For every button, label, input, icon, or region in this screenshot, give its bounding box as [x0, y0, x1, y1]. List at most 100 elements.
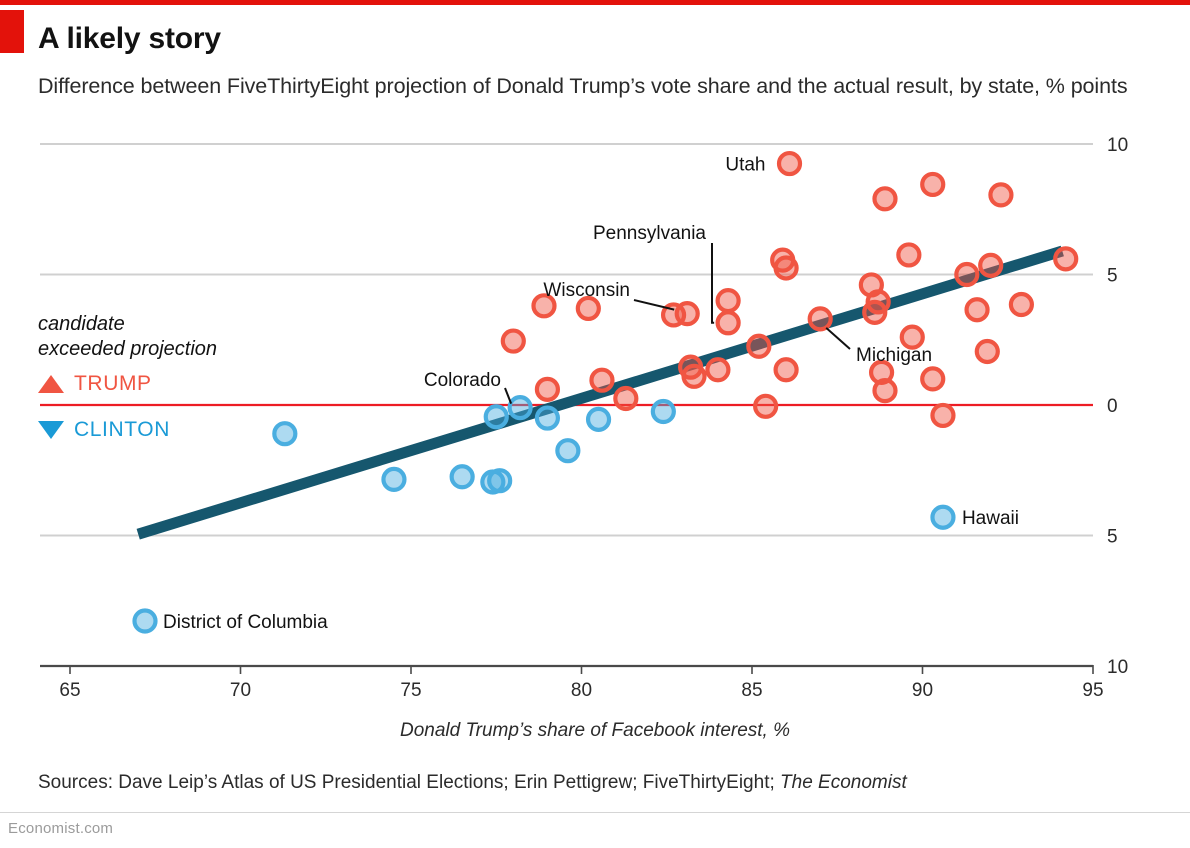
data-point-fill	[654, 402, 673, 421]
data-point	[920, 171, 946, 198]
bottom-divider	[0, 812, 1190, 813]
x-tick-label: 85	[741, 680, 762, 700]
data-point	[555, 438, 581, 464]
y-tick-label: 5	[1107, 266, 1118, 287]
data-point	[674, 301, 700, 327]
x-tick-label: 90	[912, 680, 933, 700]
economist-red-tab	[0, 10, 24, 53]
data-point-fill	[875, 189, 895, 209]
data-point-fill	[1056, 249, 1076, 269]
data-point	[660, 302, 687, 328]
data-point	[1053, 246, 1079, 272]
data-point	[507, 395, 533, 421]
data-point-fill	[510, 398, 530, 417]
x-tick-label: 70	[230, 680, 251, 700]
data-point	[487, 468, 513, 494]
point-label: District of Columbia	[163, 612, 328, 633]
data-point	[920, 366, 946, 392]
data-point-fill	[933, 406, 953, 425]
data-point-fill	[933, 507, 953, 527]
data-point-fill	[776, 258, 796, 278]
data-point-fill	[872, 363, 891, 382]
data-point	[449, 464, 475, 490]
data-point	[500, 328, 526, 354]
data-point	[776, 150, 803, 177]
legend-item-clinton[interactable]: CLINTON	[38, 418, 170, 442]
legend-heading-line2: exceeded projection	[38, 338, 218, 360]
page-subtitle: Difference between FiveThirtyEight proje…	[38, 74, 1128, 98]
data-point-fill	[718, 291, 738, 310]
legend-label-trump: TRUMP	[74, 372, 152, 395]
data-point	[272, 421, 298, 447]
data-point-fill	[899, 245, 919, 265]
brand-label: Economist.com	[8, 820, 114, 837]
data-point-fill	[923, 369, 943, 389]
data-point	[930, 504, 956, 530]
point-label: Wisconsin	[543, 280, 630, 301]
data-point-fill	[589, 410, 608, 429]
data-point	[1008, 291, 1034, 318]
data-point	[534, 376, 561, 402]
legend-label-clinton: CLINTON	[74, 418, 170, 441]
data-point-fill	[749, 336, 769, 356]
y-axis: 10 5 0 5 10	[1107, 135, 1128, 678]
data-point	[988, 182, 1014, 208]
data-point-fill	[981, 256, 1000, 275]
point-label: Michigan	[856, 345, 932, 366]
data-point	[381, 466, 407, 492]
y-tick-label: 0	[1107, 396, 1118, 417]
data-point-fill	[677, 304, 697, 323]
data-point	[773, 357, 799, 383]
data-point-fill	[275, 424, 295, 444]
data-point	[974, 338, 1000, 365]
data-point	[930, 402, 956, 429]
data-points	[132, 150, 1079, 634]
x-axis-title: Donald Trump’s share of Facebook interes…	[399, 720, 791, 741]
data-point	[807, 306, 833, 332]
data-point-fill	[718, 313, 738, 333]
y-tick-label: 5	[1107, 527, 1118, 548]
data-point-fill	[490, 471, 509, 490]
data-point-fill	[616, 389, 636, 408]
data-point-fill	[923, 175, 943, 194]
data-point	[650, 398, 676, 425]
data-point	[575, 295, 601, 322]
y-tick-label: 10	[1107, 135, 1128, 156]
chart-svg: Utah Pennsylvania Wisconsin Michigan Colorad…	[40, 135, 1128, 700]
data-point-fill	[991, 185, 1011, 205]
legend-item-trump[interactable]: TRUMP	[38, 372, 152, 396]
data-point-fill	[865, 303, 885, 322]
data-point	[896, 242, 922, 268]
data-point-fill	[776, 360, 796, 380]
data-point-fill	[486, 407, 506, 427]
data-point	[773, 255, 799, 281]
data-point-fill	[538, 380, 557, 399]
x-tick-label: 75	[400, 680, 421, 700]
data-point	[715, 310, 741, 336]
data-point-fill	[957, 265, 977, 284]
x-axis: 65 70 75 80 85 90 95	[59, 665, 1104, 700]
leader-line	[825, 327, 851, 350]
data-point	[585, 406, 612, 432]
sources-note: Sources: Dave Leip’s Atlas of US Preside…	[38, 772, 907, 794]
sources-text: Sources: Dave Leip’s Atlas of US Preside…	[38, 772, 781, 793]
data-point	[534, 405, 561, 431]
data-point	[746, 333, 772, 359]
page-title: A likely story	[38, 22, 221, 55]
data-point	[865, 289, 891, 315]
data-point-fill	[538, 408, 557, 428]
data-point	[681, 363, 707, 389]
data-point-fill	[504, 331, 523, 351]
data-point-fill	[558, 441, 578, 460]
x-tick-label: 95	[1082, 680, 1103, 700]
x-tick-label: 65	[59, 680, 80, 700]
data-point	[872, 186, 898, 212]
legend-heading-line1: candidate	[38, 313, 125, 335]
data-point	[753, 393, 779, 419]
triangle-up-icon	[38, 375, 64, 393]
data-point-fill	[384, 470, 404, 489]
data-point	[483, 404, 509, 430]
data-point-fill	[452, 467, 472, 487]
